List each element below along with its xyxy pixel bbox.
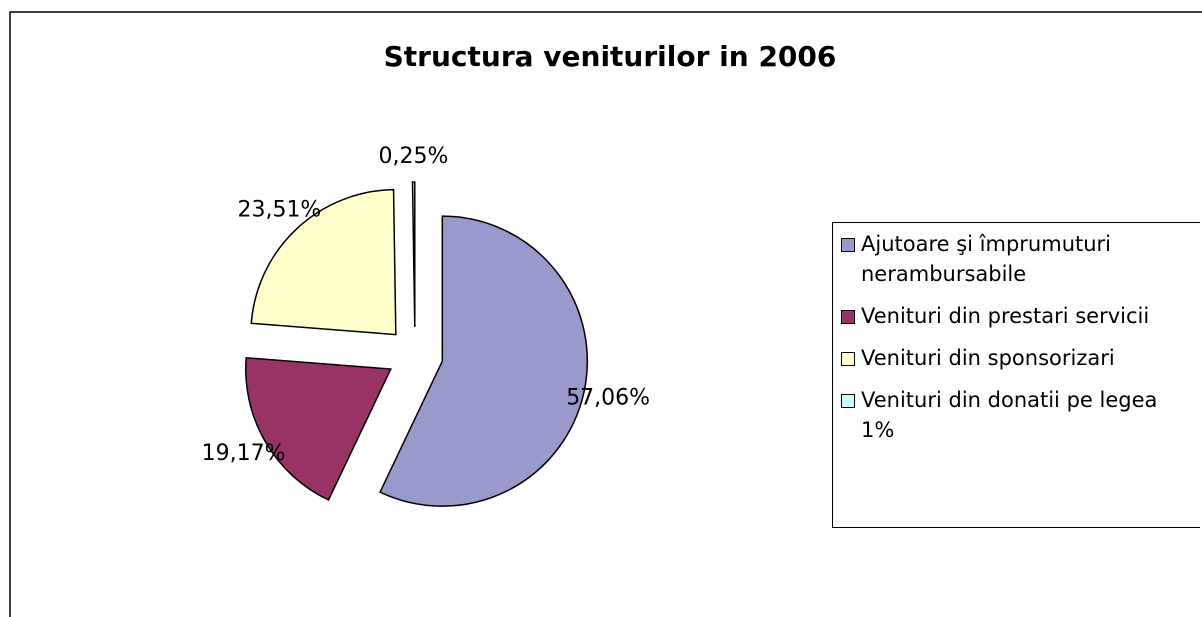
data-label: 57,06% [566,386,650,411]
legend-item: Venituri din sponsorizari [837,343,1196,373]
chart-frame [9,11,1202,617]
data-label: 23,51% [237,198,321,223]
legend-swatch [841,238,855,252]
pie-slice [245,356,392,501]
pie-slice [250,188,397,336]
legend: Ajutoare şi împrumuturi nerambursabile Ve… [832,222,1200,528]
legend-item: Venituri din prestari servicii [837,301,1196,331]
pie-slice [379,215,589,507]
legend-swatch [841,394,855,408]
legend-label: Venituri din prestari servicii [861,304,1150,328]
legend-item: Ajutoare şi împrumuturi nerambursabile [837,229,1196,289]
legend-label: Venituri din donatii pe legea 1% [861,388,1158,442]
legend-swatch [841,352,855,366]
pie-slice [411,181,416,328]
legend-swatch [841,310,855,324]
legend-label: Venituri din sponsorizari [861,346,1115,370]
legend-label: Ajutoare şi împrumuturi nerambursabile [861,232,1112,286]
data-label: 19,17% [202,441,286,466]
data-label: 0,25% [378,144,448,169]
chart-title: Structura veniturilor in 2006 [384,40,837,73]
legend-item: Venituri din donatii pe legea 1% [837,385,1196,445]
